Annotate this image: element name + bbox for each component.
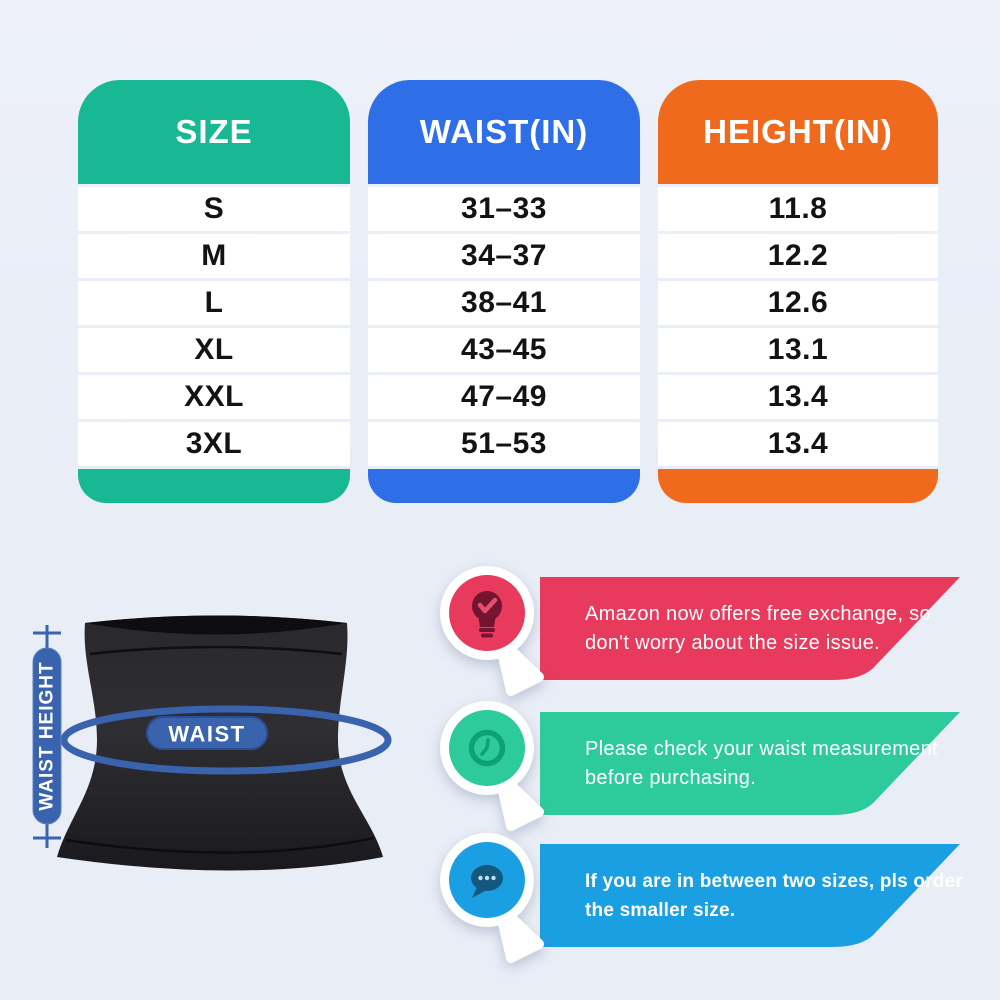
callout-check-measurement: Please check your waist measurement befo… — [437, 698, 982, 843]
clock-icon — [468, 729, 506, 767]
chat-dots-icon — [471, 865, 503, 898]
column-footer-size — [78, 469, 350, 503]
callout-free-exchange: Amazon now offers free exchange, so don'… — [437, 563, 982, 708]
callout-line: before purchasing. — [585, 766, 757, 789]
size-cell: 3XL — [78, 422, 350, 466]
top-seam — [89, 645, 343, 656]
height-cell: 12.2 — [658, 234, 938, 278]
callout-bubble — [440, 833, 544, 963]
size-cell: XL — [78, 328, 350, 372]
waist-cell: 38–41 — [368, 281, 640, 325]
bottom-seam — [65, 836, 375, 854]
waist-label: WAIST — [168, 722, 245, 747]
column-header-size: SIZE — [78, 80, 350, 184]
height-cell: 13.1 — [658, 328, 938, 372]
size-cell: L — [78, 281, 350, 325]
callout-line: Amazon now offers free exchange, so — [585, 602, 931, 625]
waist-trainer-figure: WAIST WAIST HEIGHT — [32, 615, 392, 871]
waist-label-pill — [146, 716, 268, 750]
waist-cell: 31–33 — [368, 187, 640, 231]
waist-measure-ellipse — [60, 705, 392, 775]
callout-text: Amazon now offers free exchange, so don'… — [585, 577, 985, 680]
size-table: SIZE S M L XL XXL 3XL WAIST(IN) 31–33 34… — [78, 80, 938, 503]
size-cell: S — [78, 187, 350, 231]
waist-column: WAIST(IN) 31–33 34–37 38–41 43–45 47–49 … — [368, 80, 640, 503]
waist-trainer-opening — [85, 615, 347, 635]
waist-cell: 47–49 — [368, 375, 640, 419]
callout-line: don't worry about the size issue. — [585, 631, 880, 654]
callout-line: Please check your waist measurement — [585, 737, 938, 760]
height-cell: 11.8 — [658, 187, 938, 231]
size-cell: M — [78, 234, 350, 278]
callout-text: If you are in between two sizes, pls ord… — [585, 844, 985, 947]
waist-cell: 51–53 — [368, 422, 640, 466]
height-label-pill — [32, 647, 62, 825]
callout-bubble — [440, 701, 544, 831]
size-column: SIZE S M L XL XXL 3XL — [78, 80, 350, 503]
column-header-waist: WAIST(IN) — [368, 80, 640, 184]
column-footer-height — [658, 469, 938, 503]
column-footer-waist — [368, 469, 640, 503]
callout-bubble — [440, 566, 544, 696]
height-label: WAIST HEIGHT — [37, 661, 58, 810]
callout-between-sizes: If you are in between two sizes, pls ord… — [437, 830, 982, 975]
column-header-height: HEIGHT(IN) — [658, 80, 938, 184]
waist-cell: 34–37 — [368, 234, 640, 278]
height-cell: 13.4 — [658, 375, 938, 419]
height-cell: 12.6 — [658, 281, 938, 325]
callout-line: If you are in between two sizes, pls ord… — [585, 870, 963, 892]
waist-cell: 43–45 — [368, 328, 640, 372]
lightbulb-check-icon — [472, 591, 502, 638]
height-column: HEIGHT(IN) 11.8 12.2 12.6 13.1 13.4 13.4 — [658, 80, 938, 503]
callout-line: the smaller size. — [585, 899, 736, 921]
height-cell: 13.4 — [658, 422, 938, 466]
callout-text: Please check your waist measurement befo… — [585, 712, 985, 815]
size-cell: XXL — [78, 375, 350, 419]
